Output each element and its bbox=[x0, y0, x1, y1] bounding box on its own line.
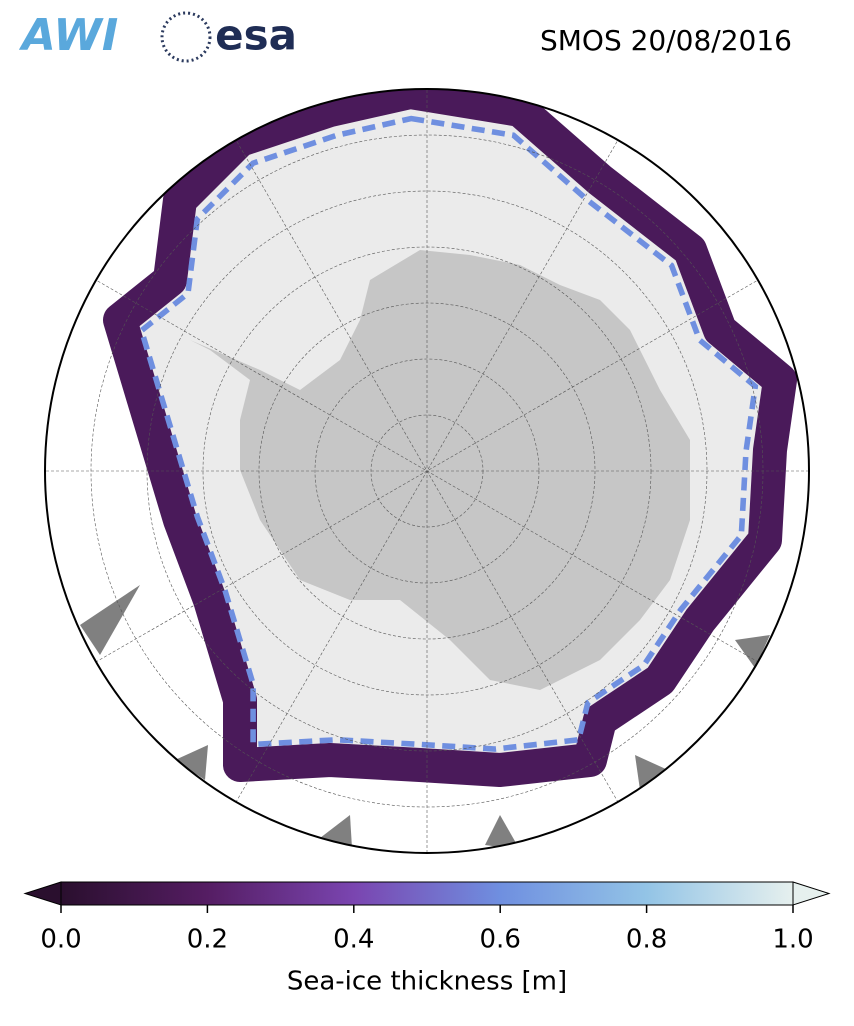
colorbar-label: Sea-ice thickness [m] bbox=[287, 967, 567, 997]
esa-logo: esa bbox=[215, 11, 297, 60]
map-border bbox=[44, 88, 810, 854]
land bbox=[175, 745, 208, 780]
antarctica bbox=[190, 250, 690, 690]
graticule bbox=[45, 89, 809, 853]
map bbox=[45, 89, 809, 853]
colorbar-tick-label: 0.6 bbox=[480, 925, 521, 955]
colorbar-extension-high bbox=[792, 881, 831, 906]
colorbar bbox=[23, 881, 831, 913]
awi-logo: AWI bbox=[19, 10, 119, 61]
colorbar-bar bbox=[60, 881, 794, 906]
esa-emblem bbox=[160, 11, 212, 63]
land bbox=[635, 755, 668, 790]
land bbox=[735, 635, 770, 668]
colorbar-tick-label: 0.8 bbox=[626, 925, 667, 955]
land bbox=[485, 815, 520, 850]
colorbar-tick-label: 0.2 bbox=[187, 925, 228, 955]
colorbar-tick-label: 1.0 bbox=[772, 925, 813, 955]
land bbox=[80, 585, 140, 655]
colorbar-extension-low bbox=[23, 881, 62, 906]
sea-ice-inner bbox=[138, 115, 759, 752]
colorbar-tick-label: 0.0 bbox=[40, 925, 81, 955]
colorbar-tick-label: 0.4 bbox=[333, 925, 374, 955]
title: SMOS 20/08/2016 bbox=[540, 24, 792, 57]
